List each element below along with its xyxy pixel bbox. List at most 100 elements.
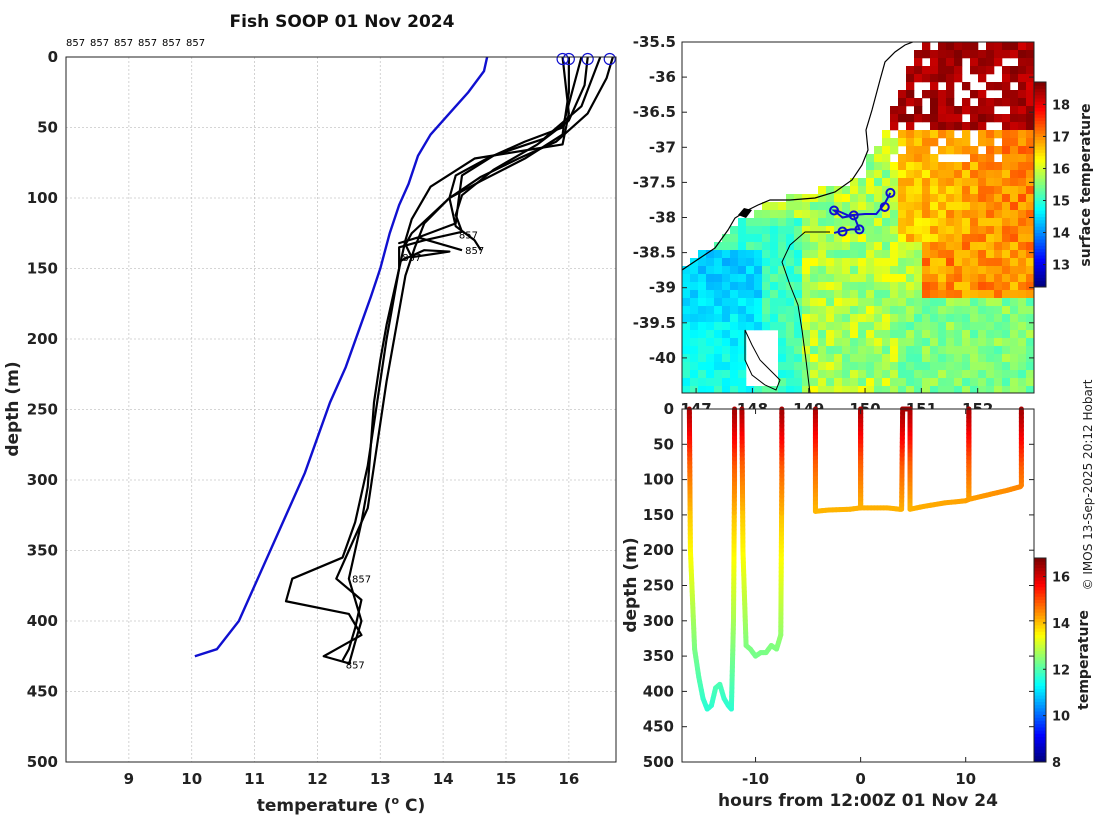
sst-cell — [690, 370, 699, 379]
sst-cell — [954, 226, 963, 235]
sst-cell — [858, 234, 867, 243]
sst-colorbar-step — [1034, 139, 1046, 144]
sst-cell — [866, 250, 875, 259]
sst-cell — [986, 330, 995, 339]
sst-cell — [986, 162, 995, 171]
sst-cell — [858, 346, 867, 355]
sst-cell — [898, 354, 907, 363]
sst-cell — [786, 266, 795, 275]
sst-cell — [922, 154, 931, 163]
sst-cell — [898, 106, 907, 115]
sst-cell — [762, 250, 771, 259]
sst-cell — [922, 386, 931, 393]
sst-cell — [930, 202, 939, 211]
sst-cell — [778, 378, 787, 387]
sst-cell — [690, 314, 699, 323]
sst-cell — [698, 250, 707, 259]
sst-cell — [962, 130, 971, 139]
sst-cell — [858, 242, 867, 251]
sst-cell — [682, 314, 691, 323]
sst-cell — [826, 282, 835, 291]
sst-cell — [722, 290, 731, 299]
sst-cell — [810, 322, 819, 331]
sst-colorbar-step — [1034, 216, 1046, 221]
sst-cell — [794, 266, 803, 275]
sst-cell — [706, 370, 715, 379]
sst-cell — [834, 378, 843, 387]
sst-cell — [938, 186, 947, 195]
sst-cell — [946, 234, 955, 243]
sst-cell — [842, 354, 851, 363]
sst-cell — [978, 258, 987, 267]
sst-colorbar-step — [1034, 174, 1046, 179]
sst-cell — [834, 306, 843, 315]
sst-cell — [914, 314, 923, 323]
sst-cell — [1010, 306, 1019, 315]
sst-cell — [946, 354, 955, 363]
sst-cell — [882, 130, 891, 139]
sst-cell — [1002, 130, 1011, 139]
sst-cell — [1010, 178, 1019, 187]
sst-cell — [1010, 354, 1019, 363]
sst-cell — [946, 266, 955, 275]
sst-cell — [834, 322, 843, 331]
sst-cell — [930, 290, 939, 299]
y-tick-label: 150 — [27, 260, 58, 278]
sst-cell — [738, 218, 747, 227]
sst-cell — [874, 370, 883, 379]
sst-cell — [746, 266, 755, 275]
temperature-colorbar-label: temperature — [1076, 610, 1092, 710]
sst-cell — [842, 386, 851, 393]
sst-cell — [1018, 338, 1027, 347]
sst-cell — [970, 298, 979, 307]
sst-cell — [922, 210, 931, 219]
sst-cell — [946, 290, 955, 299]
sst-cell — [746, 274, 755, 283]
sst-cell — [906, 122, 915, 131]
sst-cell — [842, 234, 851, 243]
sst-cell — [962, 354, 971, 363]
sst-cell — [954, 218, 963, 227]
sst-cell — [762, 226, 771, 235]
sst-cell — [970, 170, 979, 179]
sst-cell — [930, 282, 939, 291]
sst-cell — [1018, 242, 1027, 251]
sst-cell — [770, 322, 779, 331]
sst-cell — [1018, 218, 1027, 227]
sst-cell — [810, 298, 819, 307]
sst-cell — [770, 274, 779, 283]
sst-cell — [706, 282, 715, 291]
sst-cell — [730, 258, 739, 267]
sst-cell — [906, 346, 915, 355]
sst-cell — [914, 258, 923, 267]
sst-colorbar-step — [1034, 254, 1046, 259]
sst-cell — [842, 266, 851, 275]
sst-cell — [1026, 258, 1034, 267]
sst-cell — [1010, 154, 1019, 163]
sst-cell — [978, 154, 987, 163]
sst-cell — [962, 202, 971, 211]
sst-cell — [730, 274, 739, 283]
sst-cell — [682, 338, 691, 347]
sst-cell — [786, 250, 795, 259]
sst-cell — [1018, 58, 1027, 67]
td-y-tick-label: 300 — [643, 612, 674, 630]
sst-cell — [890, 138, 899, 147]
sst-cell — [866, 242, 875, 251]
sst-cell — [914, 362, 923, 371]
sst-cell — [962, 242, 971, 251]
sst-cell — [794, 338, 803, 347]
sst-cell — [890, 106, 899, 115]
sst-cell — [770, 298, 779, 307]
sst-cell — [794, 194, 803, 203]
map-y-tick-label: -40 — [649, 349, 676, 367]
sst-cell — [970, 266, 979, 275]
sst-cell — [1002, 50, 1011, 59]
sst-cell — [898, 330, 907, 339]
temp-colorbar-step — [1034, 580, 1046, 584]
sst-cell — [954, 258, 963, 267]
temp-colorbar-step — [1034, 634, 1046, 639]
sst-cell — [1018, 98, 1027, 107]
sst-colorbar-step — [1034, 130, 1046, 134]
